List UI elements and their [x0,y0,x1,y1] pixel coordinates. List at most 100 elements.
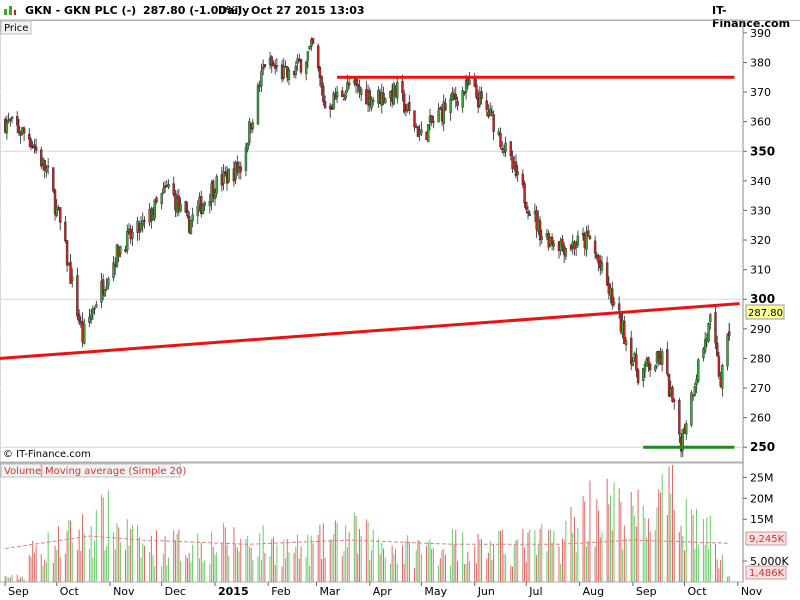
candle-body [126,231,129,251]
candle-body [573,241,576,250]
candle-body [311,37,315,44]
period-label: Daily [218,4,250,17]
candle-body [105,286,108,290]
candle-body [260,71,263,87]
price-tick-label: 260 [750,412,771,425]
last-price-badge [745,304,785,320]
candle-body [246,143,249,150]
candle-body [33,144,36,149]
copyright-label: © IT-Finance.com [3,449,91,460]
candle-body [660,351,664,365]
x-tick-label: Mar [319,585,340,598]
candle-body [666,349,669,375]
candle-body [91,308,95,314]
candle-body [667,374,671,397]
x-tick-label: Jun [477,585,495,598]
candle-body [569,245,573,250]
candle-body [427,124,430,142]
candle-body [463,92,466,94]
candle-body [212,180,215,198]
candle-body [320,76,323,88]
candle-body [222,171,225,184]
candle-body [707,323,710,342]
price-label-box [0,20,32,35]
candle-body [617,303,621,311]
candle-body [342,98,346,101]
candle-body [258,85,261,88]
candle-body [275,65,279,67]
candle-body [236,161,239,172]
candle-body [153,199,156,219]
candle-body [131,231,134,239]
candle-body [691,394,695,397]
candle-body [492,114,495,132]
candle-body [695,378,698,386]
candle-body [702,348,705,359]
candle-body [89,314,93,320]
candle-body [648,364,652,371]
candle-body [485,100,488,110]
x-tick-label: Nov [741,585,763,598]
candle-body [372,100,375,103]
candle-body [408,102,411,112]
candle-body [528,213,531,216]
last-price-value: 287.80 [748,308,783,319]
candle-body [272,63,275,67]
candle-body [103,289,107,297]
candle-body [318,66,322,79]
candle-body [552,243,556,247]
candle-body [600,262,604,271]
price-tick-label: 320 [750,234,771,247]
candle-body [335,91,339,98]
candle-body [382,92,385,103]
price-tick-label: 390 [750,27,771,40]
volume-tick-label: 5,000K [750,555,789,568]
candle-body [540,236,543,240]
candle-body [248,121,251,143]
candle-body [208,200,212,206]
candle-body [630,337,633,365]
x-tick-label: Sep [636,585,657,598]
candle-body [227,168,230,182]
ma-label-box [41,463,181,478]
candle-body [449,98,452,113]
candle-body [143,220,146,222]
candle-body [9,118,12,121]
candle-body [681,429,685,451]
volume-tick-label: 20M [750,492,774,505]
candle-body [112,262,115,278]
symbol-title: GKN - GKN PLC (-) [25,4,137,17]
ma-value: 9,245K [749,534,785,545]
candle-body [256,84,260,125]
vol-value: 1,486K [749,568,785,579]
vol-value-badge [745,565,787,580]
price-change: 287.80 (-1.00%) [143,4,243,17]
candle-body [263,64,267,68]
candle-body [294,65,298,75]
candle-body [564,248,568,257]
candle-body [19,132,22,136]
volume-tick-label: 25M [750,471,774,484]
candle-body [368,90,371,106]
candle-body [77,313,81,323]
candle-body [561,238,564,246]
candle-body [58,207,62,223]
candle-body [184,200,187,213]
x-tick-label: Sep [8,585,29,598]
candle-body [526,211,530,214]
candle-body [261,67,265,71]
candle-body [574,245,578,248]
candle-body [716,342,719,356]
volume-panel-label: Volume [4,466,41,477]
price-tick-label: 360 [750,116,771,129]
candle-body [717,356,721,377]
candle-body [464,80,468,93]
candle-body [93,308,96,310]
candle-body [396,82,399,99]
candle-body [703,339,707,352]
candle-body [53,190,57,215]
candle-body [593,240,597,254]
candle-body [101,279,105,295]
candle-body [581,232,585,236]
candle-body [356,83,359,87]
